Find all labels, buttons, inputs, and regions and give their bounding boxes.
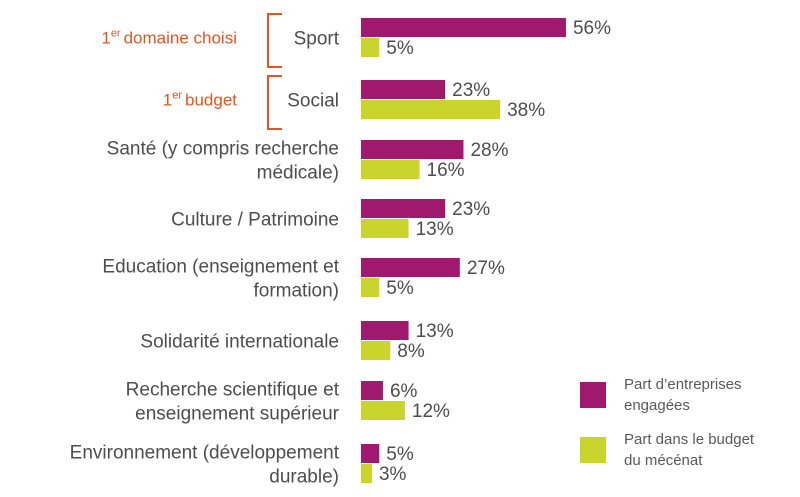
legend-label: engagées — [624, 397, 690, 414]
value-label: 56% — [573, 18, 611, 39]
annotation-text: budget — [185, 91, 237, 110]
legend-swatch-engaged — [580, 382, 606, 408]
category-label: Education (enseignement et — [102, 257, 339, 278]
bar-budget — [361, 278, 380, 297]
bar-engaged — [361, 18, 566, 37]
bar-budget — [361, 38, 380, 57]
category-label: formation) — [253, 281, 339, 302]
value-label: 8% — [397, 341, 425, 362]
annotation-bracket — [267, 75, 282, 130]
annotation-number: 1 — [163, 91, 172, 110]
legend-label: du mécénat — [624, 452, 703, 469]
category-label: Environnement (développement — [70, 443, 340, 464]
annotation-superscript: er — [111, 28, 121, 40]
bar-engaged — [361, 381, 383, 400]
value-label: 28% — [470, 140, 508, 161]
legend-swatch-budget — [580, 437, 606, 463]
bar-budget — [361, 100, 501, 119]
category-label: Sport — [294, 29, 340, 50]
bar-budget — [361, 219, 409, 238]
bar-budget — [361, 341, 391, 360]
category-label: Social — [287, 91, 339, 112]
category-label: enseignement supérieur — [135, 404, 340, 425]
category-label: médicale) — [257, 163, 339, 184]
bar-budget — [361, 464, 372, 483]
value-label: 6% — [390, 381, 418, 402]
annotation-superscript: er — [172, 90, 182, 102]
annotation-number: 1 — [101, 29, 110, 48]
annotation-bracket — [267, 13, 282, 68]
annotation-label: 1er budget — [163, 90, 238, 110]
value-label: 16% — [427, 160, 465, 181]
category-label: durable) — [269, 467, 339, 488]
bar-engaged — [361, 199, 446, 218]
category-label: Recherche scientifique et — [126, 380, 340, 401]
value-label: 5% — [386, 278, 414, 299]
legend-label: Part d’entreprises — [624, 376, 742, 393]
bar-engaged — [361, 321, 409, 340]
value-label: 23% — [452, 199, 490, 220]
legend-label: Part dans le budget — [624, 431, 755, 448]
value-label: 13% — [416, 321, 454, 342]
bar-engaged — [361, 258, 460, 277]
value-label: 23% — [452, 80, 490, 101]
bar-engaged — [361, 80, 446, 99]
bar-budget — [361, 160, 420, 179]
value-label: 5% — [386, 38, 414, 59]
bar-engaged — [361, 444, 380, 463]
annotation-label: 1er domaine choisi — [101, 28, 237, 48]
value-label: 5% — [386, 444, 414, 465]
value-label: 3% — [379, 464, 407, 485]
annotation-text: domaine choisi — [124, 29, 237, 48]
value-label: 27% — [467, 258, 505, 279]
value-label: 38% — [507, 100, 545, 121]
bar-budget — [361, 401, 405, 420]
category-label: Solidarité internationale — [140, 332, 339, 353]
value-label: 12% — [412, 401, 450, 422]
category-label: Culture / Patrimoine — [171, 210, 339, 231]
bar-engaged — [361, 140, 464, 159]
value-label: 13% — [416, 219, 454, 240]
category-label: Santé (y compris recherche — [107, 139, 339, 160]
